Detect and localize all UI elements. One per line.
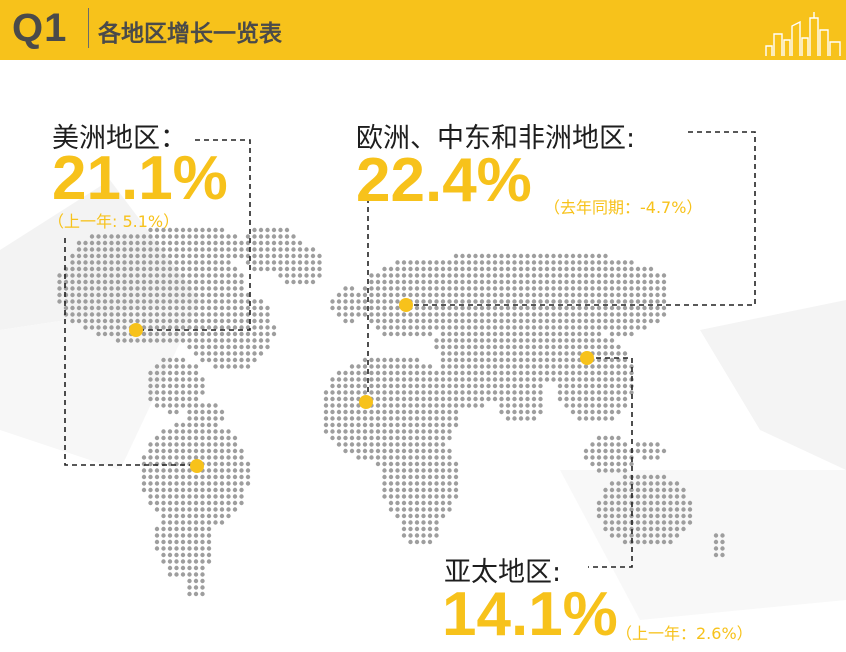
americas-connector-top	[136, 139, 251, 331]
quarter-label: Q1	[12, 6, 68, 50]
apac-prev-year: （上一年：2.6%）	[616, 624, 753, 643]
location-dot-icon	[129, 323, 143, 337]
americas-growth-value: 21.1%	[52, 144, 228, 213]
location-dot-icon	[359, 395, 373, 409]
apac-connector	[587, 357, 633, 568]
page-title: 各地区增长一览表	[98, 21, 282, 47]
emea-connector-right	[406, 131, 756, 306]
header-bar: Q1 各地区增长一览表	[0, 0, 846, 60]
location-dot-icon	[399, 298, 413, 312]
apac-growth-value: 14.1%	[442, 580, 618, 649]
header-divider	[88, 8, 89, 48]
americas-connector-bottom	[64, 238, 197, 466]
americas-region-label: 美洲地区：	[52, 123, 187, 154]
americas-prev-year: （上一年: 5.1%）	[48, 212, 180, 231]
city-skyline-icon	[765, 12, 841, 56]
emea-prev-year: （去年同期：-4.7%）	[544, 198, 703, 217]
emea-region-label: 欧洲、中东和非洲地区:	[356, 123, 636, 154]
location-dot-icon	[190, 459, 204, 473]
apac-region-label: 亚太地区:	[444, 557, 562, 588]
map-dots	[57, 227, 725, 597]
emea-growth-value: 22.4%	[356, 146, 532, 215]
location-dot-icon	[580, 351, 594, 365]
